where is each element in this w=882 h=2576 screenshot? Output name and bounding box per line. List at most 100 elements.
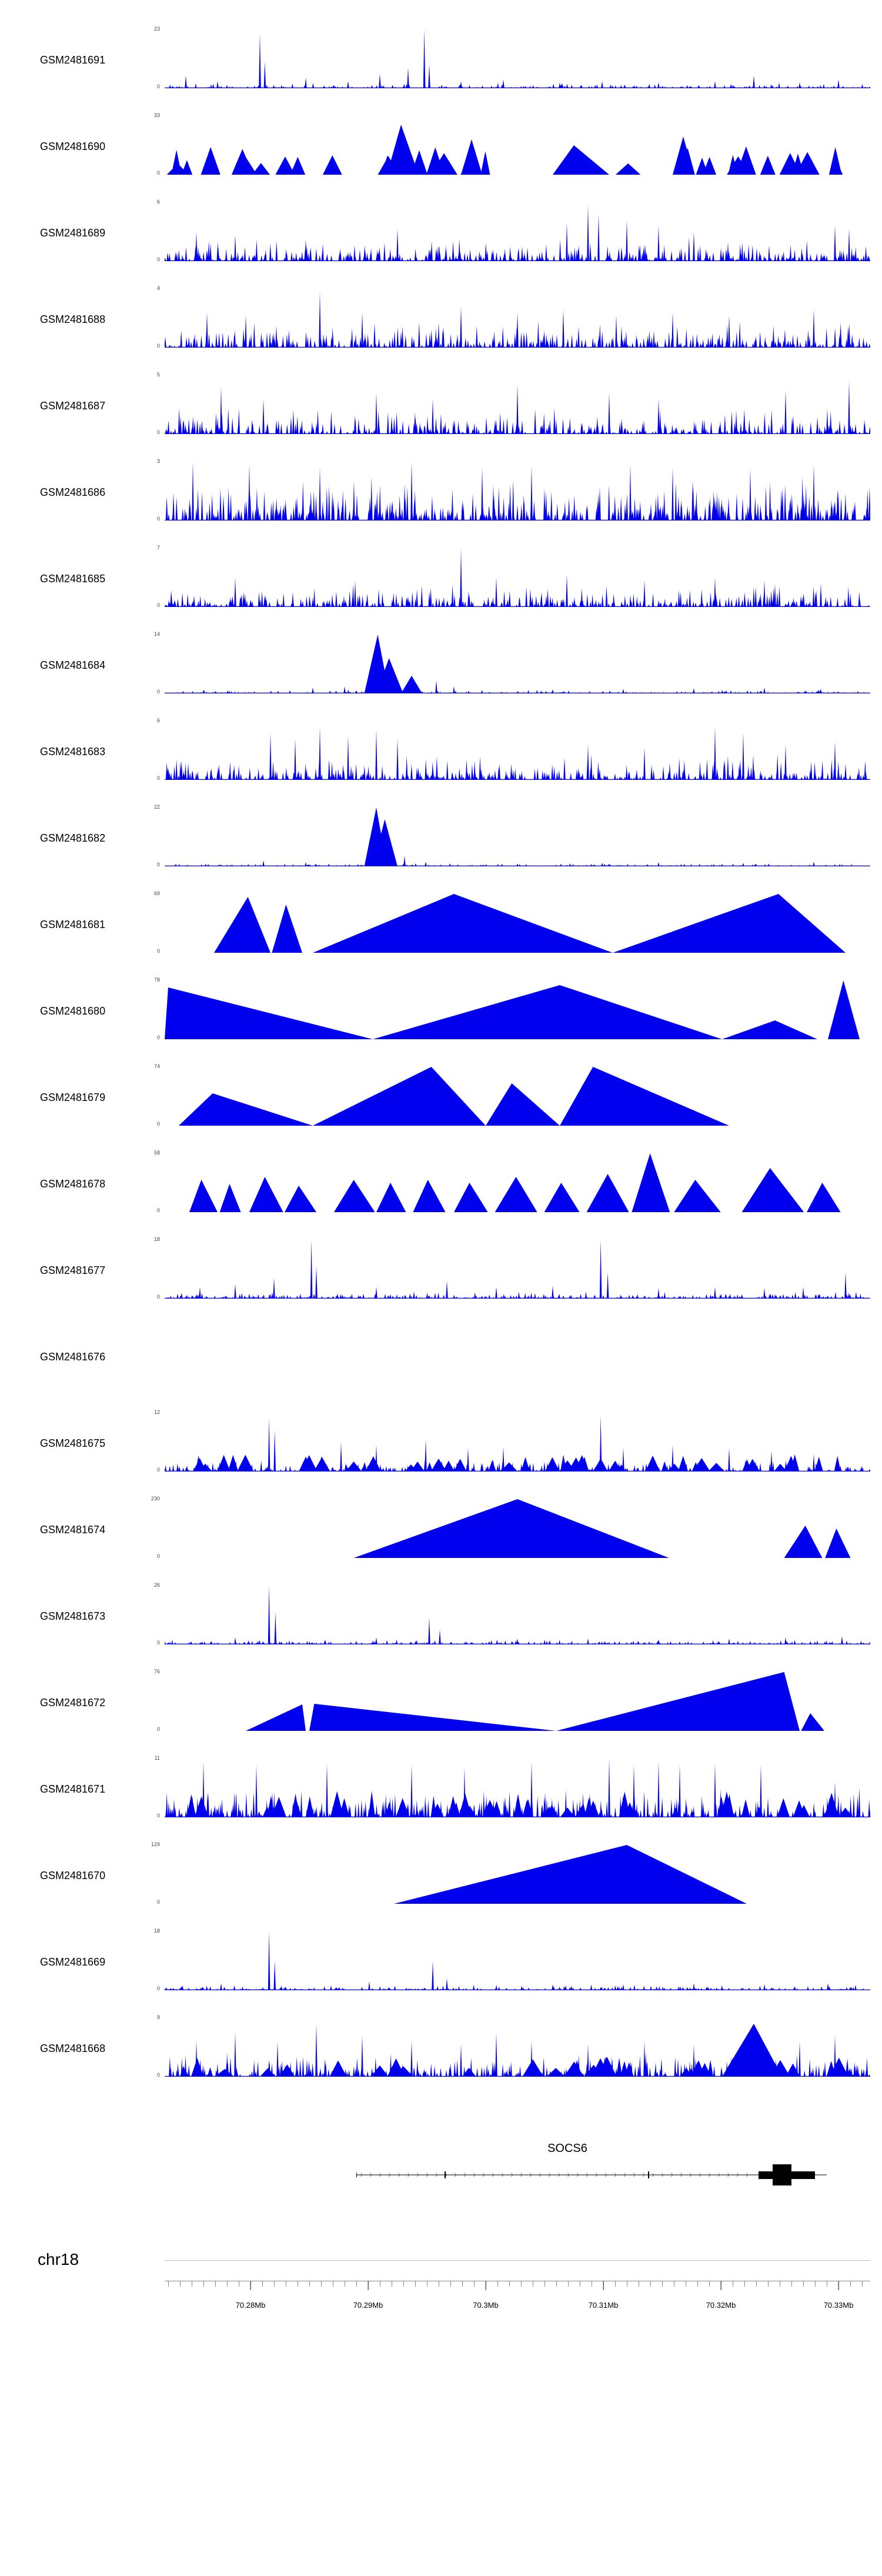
track-row: GSM2481686 3 0	[0, 453, 882, 540]
track-ymax-label: 14	[153, 631, 160, 637]
track-row: GSM2481687 5 0	[0, 367, 882, 453]
track-ymax-label: 22	[153, 804, 160, 810]
track-row: GSM2481682 22 0	[0, 799, 882, 886]
signal-area-path	[165, 1759, 870, 1817]
track-label: GSM2481672	[40, 1697, 106, 1709]
track-label: GSM2481684	[40, 659, 106, 671]
track-ymin-label: 0	[156, 602, 160, 608]
signal-area-path	[165, 1240, 870, 1299]
track-signal-plot	[165, 548, 870, 607]
track-signal-plot	[165, 980, 860, 1039]
track-row: GSM2481690 33 0	[0, 108, 882, 194]
track-label: GSM2481682	[40, 832, 106, 844]
major-ticks	[250, 2281, 839, 2290]
track-ymax-label: 129	[151, 1841, 160, 1847]
track-signal-plot	[165, 2024, 870, 2077]
track-ymax-label: 3	[156, 458, 160, 464]
track-label: GSM2481674	[40, 1524, 106, 1536]
track-row: GSM2481684 14 0	[0, 626, 882, 713]
minor-ticks	[168, 2281, 863, 2287]
signal-area-path	[165, 29, 870, 88]
track-signal-plot	[165, 1416, 870, 1471]
track-row: GSM2481688 4 0	[0, 281, 882, 367]
track-label: GSM2481685	[40, 573, 106, 585]
signal-area-path	[394, 1845, 747, 1904]
signal-area-path	[214, 894, 846, 953]
signal-area-path	[166, 125, 843, 175]
track-signal-plot	[189, 1153, 841, 1212]
track-ymax-label: 6	[156, 718, 160, 723]
signal-area-path	[165, 1586, 870, 1644]
ruler-tick-label: 70.32Mb	[706, 2301, 736, 2310]
track-row: GSM2481689 6 0	[0, 194, 882, 281]
track-row: GSM2481676	[0, 1318, 882, 1404]
track-row: GSM2481670 129 0	[0, 1837, 882, 1923]
signal-area-path	[189, 1153, 841, 1212]
track-label: GSM2481676	[40, 1351, 106, 1363]
track-signal-plot	[166, 125, 843, 175]
ruler-tick-label: 70.3Mb	[473, 2301, 499, 2310]
track-ymax-label: 58	[153, 1150, 160, 1156]
track-ymin-label: 0	[156, 1035, 160, 1040]
track-ymin-label: 0	[156, 84, 160, 89]
track-ymax-label: 23	[153, 26, 160, 32]
track-row: GSM2481691 23 0	[0, 21, 882, 108]
signal-area-path	[165, 635, 870, 693]
track-label: GSM2481681	[40, 919, 106, 930]
track-label: GSM2481670	[40, 1870, 106, 1881]
track-row: GSM2481685 7 0	[0, 540, 882, 626]
track-ymax-label: 230	[151, 1496, 160, 1501]
track-ymin-label: 0	[156, 1294, 160, 1300]
track-row: GSM2481668 9 0	[0, 2010, 882, 2096]
track-row: GSM2481679 74 0	[0, 1059, 882, 1145]
track-signal-plot	[165, 635, 870, 693]
track-ymax-label: 9	[156, 2014, 160, 2020]
signal-area-path	[165, 205, 870, 261]
track-row: GSM2481677 18 0	[0, 1232, 882, 1318]
track-label: GSM2481673	[40, 1610, 106, 1622]
track-ymin-label: 0	[156, 1207, 160, 1213]
signal-area-path	[165, 2024, 870, 2077]
track-row: GSM2481675 12 0	[0, 1404, 882, 1491]
track-row: GSM2481673 26 0	[0, 1577, 882, 1664]
track-row: GSM2481678 58 0	[0, 1145, 882, 1232]
track-label: GSM2481687	[40, 400, 106, 412]
track-ymin-label: 0	[156, 1467, 160, 1473]
track-label: GSM2481675	[40, 1437, 106, 1449]
track-ymin-label: 0	[156, 429, 160, 435]
track-ymax-label: 6	[156, 199, 160, 205]
ruler-tick-label: 70.28Mb	[235, 2301, 266, 2310]
track-ymin-label: 0	[156, 1121, 160, 1127]
track-ymin-label: 0	[156, 1726, 160, 1732]
signal-area-path	[165, 1416, 870, 1471]
track-label: GSM2481689	[40, 227, 106, 239]
tracks-panel: GSM2481691 23 0 GSM2481690 33 0 GSM2481689 6 0 GS…	[0, 21, 882, 2096]
gene-body	[356, 2173, 827, 2177]
signal-area-path	[165, 292, 870, 348]
track-row: GSM2481681 69 0	[0, 886, 882, 972]
signal-area-path	[165, 381, 870, 434]
track-row: GSM2481683 6 0	[0, 713, 882, 799]
track-row: GSM2481669 18 0	[0, 1923, 882, 2010]
track-ymax-label: 78	[153, 977, 160, 983]
track-signal-plot	[165, 381, 870, 434]
ruler-tick-label: 70.33Mb	[823, 2301, 854, 2310]
exon-boxes	[445, 2164, 815, 2185]
signal-area-path	[165, 727, 870, 780]
track-label: GSM2481671	[40, 1783, 106, 1795]
track-label: GSM2481678	[40, 1178, 106, 1190]
track-signal-plot	[214, 894, 846, 953]
track-signal-plot	[165, 462, 870, 520]
track-row: GSM2481680 78 0	[0, 972, 882, 1059]
track-label: GSM2481669	[40, 1956, 106, 1968]
track-label: GSM2481683	[40, 746, 106, 758]
track-label: GSM2481668	[40, 2043, 106, 2054]
track-label: GSM2481680	[40, 1005, 106, 1017]
track-ymax-label: 4	[156, 285, 160, 291]
track-signal-plot	[165, 292, 870, 348]
track-ymin-label: 0	[156, 862, 160, 867]
track-label: GSM2481690	[40, 141, 106, 152]
track-ymin-label: 0	[156, 1640, 160, 1646]
chromosome-separator-line	[165, 2260, 870, 2261]
